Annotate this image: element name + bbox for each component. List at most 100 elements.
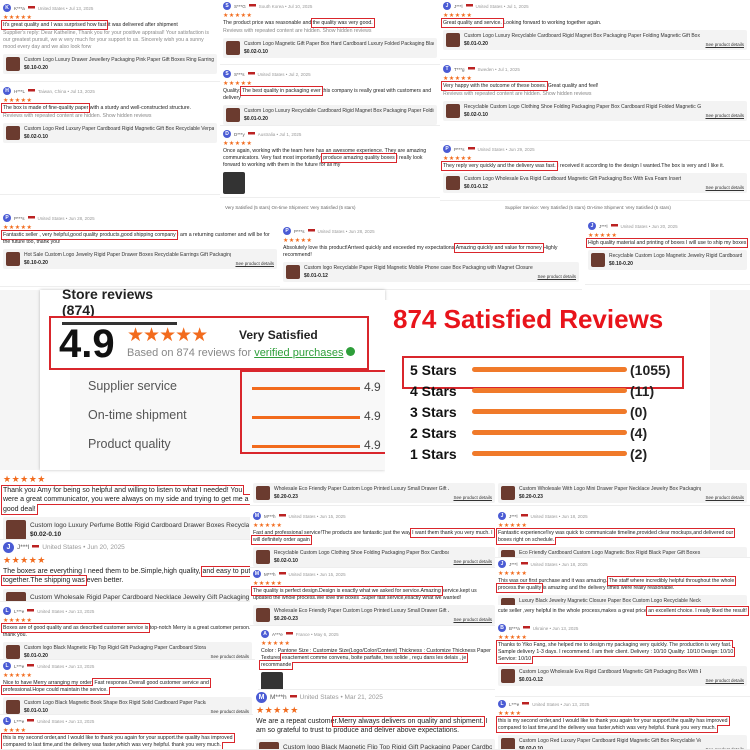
review-card: B B***a Ukraine • Jun 13, 2025 ★★★★★ Thanks … [495, 622, 750, 697]
star-rating-icon: ★★★★★ [498, 571, 528, 577]
see-product-details-link[interactable]: See product details [453, 559, 492, 565]
product-link[interactable]: Custom Wholesale With Logo Mini Drawer P… [498, 483, 747, 503]
flag-icon [307, 228, 315, 234]
see-product-details-link[interactable]: See product details [210, 654, 249, 660]
verified-purchases-link[interactable]: verified purchases [254, 347, 344, 359]
product-link[interactable]: Custom Logo Luxury Recyclable Cardboard … [443, 30, 747, 51]
flag-icon [28, 88, 36, 94]
star-rating-icon: ★★★★★ [223, 13, 253, 19]
review-text: We are a repeat customer.Merry always de… [256, 716, 495, 736]
overall-score: 4.9 [59, 322, 115, 366]
product-name: Recyclable Custom Logo Clothing Shoe Fol… [464, 104, 702, 111]
sub-rating-value: 4.9 [364, 409, 381, 423]
product-link[interactable]: Custom logo Black Magnetic Flip Top Rigi… [3, 642, 252, 660]
product-link[interactable]: Custom logo Black Magnetic Flip Top Rigi… [256, 738, 495, 749]
review-card: M M***h United States • Jun 15, 2025 ★★★★★ T… [250, 568, 498, 626]
highlighted-review-text: Great quality and service. [441, 18, 504, 28]
review-text-part: I am so grateful to trust to produce and… [256, 718, 488, 735]
product-thumbnail [256, 486, 270, 500]
product-name: Custom Logo Red Luxury Paper Cardboard R… [519, 738, 701, 745]
flag-icon [27, 5, 35, 11]
product-link[interactable]: Recyclable Custom Logo Clothing Shoe Fol… [443, 101, 747, 122]
product-link[interactable]: Custom Logo Red Luxury Paper Cardboard R… [498, 735, 747, 750]
see-product-details-link[interactable]: See product details [705, 42, 744, 48]
product-info: Custom logo Black Magnetic Flip Top Rigi… [283, 744, 492, 749]
star-level-label: 5 Stars [410, 362, 457, 378]
star-rating-icon: ★★★★★ [256, 705, 299, 715]
product-link[interactable]: Custom logo Recyclable Paper Rigid Magne… [283, 262, 579, 283]
product-info: Custom Logo Wholesale Eva Rigid Cardboar… [519, 669, 701, 683]
review-card: P P***s United States • Jun 29, 2025 ★★★★★ T… [440, 143, 750, 201]
product-link[interactable]: Recyclable Custom Logo Clothing Shoe Fol… [253, 547, 495, 567]
store-reviews-tab[interactable]: Store reviews (874) [62, 286, 177, 325]
see-product-details-link[interactable]: See product details [705, 678, 744, 684]
see-product-details-link[interactable]: See product details [705, 113, 744, 119]
review-header: S S***G South Korea • Jul 10, 2025 [223, 2, 437, 10]
review-text: this is my second order,and I would like… [1, 732, 252, 749]
product-link[interactable]: Custom Logo Magnetic Gift Paper Box Hard… [223, 38, 437, 59]
avatar: P [283, 227, 291, 235]
product-info: Wholesale Eco Friendly Paper Custom Logo… [274, 608, 449, 622]
see-product-details-link[interactable]: See product details [705, 495, 744, 500]
review-header: H H***L Taiwan, China • Jul 13, 2025 [3, 87, 217, 95]
product-link[interactable]: Recyclable Custom Logo Magnetic Jewelry … [588, 250, 747, 271]
highlighted-review-text: The box is made of fine-quality paper [0, 103, 91, 113]
reviewer-name: S***s [234, 71, 245, 77]
star-level-label: 3 Stars [410, 404, 457, 420]
review-header: K K***a United States • Jul 13, 2025 [3, 4, 217, 12]
see-product-details-link[interactable]: See product details [210, 709, 249, 715]
avatar: J [3, 542, 14, 553]
product-info: Custom Logo Red Luxury Paper Cardboard R… [519, 738, 701, 749]
avatar: T [443, 65, 451, 73]
star-level-bar [472, 430, 627, 435]
reviewer-name: K***a [14, 5, 25, 11]
product-link[interactable]: Custom Logo Luxury Drawer Jewellery Pack… [3, 54, 217, 75]
product-link[interactable]: Eco Friendly Cardboard Custom Logo Magne… [498, 547, 747, 557]
highlighted-review-text: Thanks to Yiko Fang, she helped me to de… [495, 639, 736, 665]
product-price: $0.01-0.20 [464, 41, 488, 48]
star-level-label: 2 Stars [410, 425, 457, 441]
product-link[interactable]: Wholesale Eco Friendly Paper Custom Logo… [253, 483, 495, 503]
reviewer-name: H***L [14, 88, 26, 94]
reviewer-name: P***s [454, 146, 465, 152]
review-card: M M***h United States • Jun 15, 2025 ★★★★★ F… [250, 510, 498, 568]
star-level-label: 1 Stars [410, 446, 457, 462]
see-product-details-link[interactable]: See product details [453, 495, 492, 500]
review-text-part: I received it according to the design I … [555, 163, 725, 169]
highlighted-review-text: an excellent choice. I really liked the … [646, 606, 749, 616]
product-info: Custom Logo Magnetic Gift Paper Box Hard… [244, 41, 434, 55]
avatar: M [256, 692, 267, 703]
product-price: $0.01-0.12 [464, 184, 488, 191]
review-note: Reviews with repeated content are hidden… [443, 91, 592, 98]
product-link[interactable]: Custom Logo Red Luxury Paper Cardboard R… [3, 123, 217, 144]
reviewer-name: J***l [17, 544, 30, 551]
product-price: $0.02-0.10 [244, 49, 268, 56]
product-info: Custom Logo Luxury Recyclable Cardboard … [244, 108, 434, 122]
see-product-details-link[interactable]: See product details [235, 261, 274, 267]
product-link[interactable]: Custom Logo Wholesale Eva Rigid Cardboar… [498, 666, 747, 687]
see-product-details-link[interactable]: See product details [705, 185, 744, 191]
see-product-details-link[interactable]: See product details [705, 747, 744, 750]
product-link[interactable]: Custom logo Luxury Perfume Bottle Rigid … [3, 517, 252, 539]
product-link[interactable]: Custom Logo Luxury Recyclable Cardboard … [223, 105, 437, 125]
flag-icon [465, 3, 473, 9]
avatar: J [498, 512, 506, 520]
rating-strip: Very Satisfied (5 stars) On-time Shipmen… [225, 205, 356, 210]
product-name: Custom Logo Magnetic Gift Paper Box Hard… [244, 41, 434, 48]
star-level-bar [472, 388, 627, 393]
flag-icon [522, 701, 530, 707]
see-product-details-link[interactable]: See product details [453, 617, 492, 623]
product-link[interactable]: Custom Logo Wholesale Eva Rigid Cardboar… [443, 173, 747, 194]
product-price: $0.02-0.10 [24, 134, 48, 141]
star-level-bar [472, 367, 627, 372]
product-link[interactable]: Custom Logo Black Magnetic Book Shape Bo… [3, 697, 252, 715]
reviewer-name: J***l [599, 223, 608, 229]
rating-bar [252, 445, 360, 448]
product-link[interactable]: Hot Sale Custom Logo Jewelry Rigid Paper… [3, 249, 277, 270]
see-product-details-link[interactable]: See product details [537, 274, 576, 280]
based-on-text: Based on 874 reviews for verified purcha… [127, 347, 356, 359]
review-meta: Ukraine • Jun 13, 2025 [532, 625, 579, 631]
product-link[interactable]: Custom Wholesale Rigid Paper Cardboard N… [3, 588, 252, 601]
review-card: J J***l United States • Jun 20, 2025 ★★★★★ H… [585, 220, 750, 285]
product-link[interactable]: Wholesale Eco Friendly Paper Custom Logo… [253, 605, 495, 625]
